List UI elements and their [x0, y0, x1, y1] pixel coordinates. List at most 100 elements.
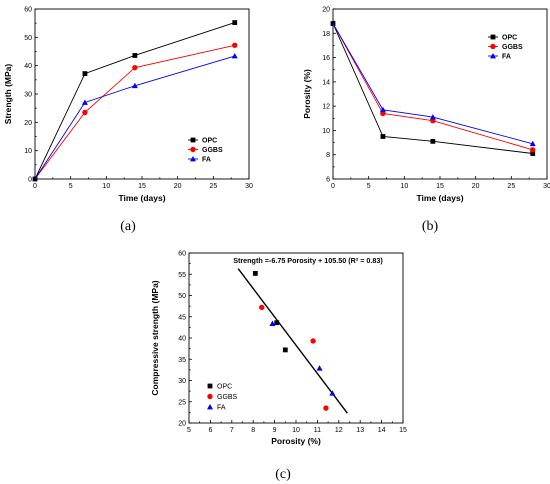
x-tick-label: 0	[33, 183, 37, 190]
series-line	[332, 23, 533, 154]
y-tick-label: 20	[322, 7, 330, 14]
x-tick-label: 10	[400, 183, 408, 190]
y-axis-label: Compressive strength (MPa)	[150, 280, 160, 395]
data-point	[252, 271, 258, 276]
data-point	[132, 53, 138, 58]
y-tick-label: 60	[24, 7, 32, 14]
data-point	[231, 53, 238, 59]
legend-marker	[207, 393, 213, 400]
series-line	[34, 22, 235, 180]
x-axis-label: Porosity (%)	[271, 436, 321, 446]
series-line	[34, 44, 235, 180]
y-tick-label: 55	[178, 272, 186, 279]
y-tick-label: 16	[322, 55, 330, 62]
y-tick-label: 50	[24, 35, 32, 42]
data-point	[82, 71, 88, 76]
y-tick-label: 35	[178, 357, 186, 364]
x-tick-label: 14	[378, 427, 386, 434]
legend-label: OPC	[217, 384, 232, 391]
data-point	[316, 365, 323, 371]
legend-label: GGBS	[202, 147, 223, 154]
x-tick-label: 30	[245, 183, 253, 190]
regression-equation: Strength =-6.75 Porosity + 105.50 (R² = …	[233, 256, 383, 265]
data-point	[232, 20, 238, 25]
legend-marker	[190, 137, 196, 143]
x-tick-label: 11	[314, 427, 321, 434]
x-tick-label: 12	[335, 427, 343, 434]
x-tick-label: 5	[367, 183, 371, 190]
x-tick-label: 7	[230, 427, 234, 434]
data-point	[81, 99, 88, 105]
x-tick-label: 15	[436, 183, 444, 190]
data-point	[282, 347, 288, 353]
y-tick-label: 6	[326, 177, 330, 184]
panel-label-b: (b)	[422, 219, 439, 234]
data-point	[232, 42, 238, 48]
data-point	[380, 134, 386, 139]
x-tick-label: 15	[138, 183, 146, 190]
y-tick-label: 40	[24, 63, 32, 70]
y-tick-label: 20	[24, 120, 32, 127]
x-tick-label: 25	[209, 183, 217, 190]
data-point	[379, 106, 386, 113]
regression-line	[237, 268, 348, 414]
data-point	[131, 82, 138, 89]
series-ggbs	[34, 42, 238, 180]
legend-label: OPC	[502, 35, 517, 42]
chart-b: 0 5 10 15 20 25 30 6 8 10 12 14 16 18 20 Time (days) Por…	[302, 7, 550, 204]
chart-a: 0 5 10 15 20 25 30 0 10 20 30 40 50 60 Time (days) Stre…	[3, 7, 253, 204]
y-tick-label: 18	[322, 31, 330, 38]
y-axis-label: Porosity (%)	[302, 69, 312, 119]
y-tick-label: 10	[24, 148, 32, 155]
series-fa	[34, 53, 238, 180]
y-tick-label: 10	[322, 128, 330, 135]
x-tick-label: 8	[251, 427, 255, 434]
y-tick-label: 14	[322, 79, 330, 86]
x-tick-label: 25	[507, 183, 515, 190]
x-tick-label: 20	[174, 183, 182, 190]
x-axis-label: Time (days)	[416, 193, 463, 203]
y-tick-label: 30	[24, 92, 32, 99]
data-point	[430, 138, 436, 144]
series-ggbs	[259, 304, 329, 411]
y-tick-label: 25	[178, 399, 186, 406]
x-tick-label: 10	[102, 183, 110, 190]
y-tick-label: 12	[322, 104, 330, 111]
y-tick-label: 45	[178, 314, 186, 321]
x-tick-label: 0	[331, 183, 335, 190]
x-tick-label: 13	[356, 427, 364, 434]
legend-label: FA	[217, 405, 226, 412]
y-tick-label: 0	[28, 177, 32, 184]
legend-marker	[207, 404, 213, 410]
data-point	[274, 320, 280, 326]
data-point	[323, 405, 329, 411]
data-point	[429, 114, 436, 120]
y-tick-label: 8	[326, 152, 330, 159]
panel-label-c: (c)	[275, 467, 291, 482]
legend-marker	[490, 53, 496, 59]
series-opc	[252, 271, 288, 353]
legend-label: FA	[202, 157, 211, 164]
y-tick-label: 30	[178, 378, 186, 385]
data-point	[82, 109, 88, 116]
panel-label-a: (a)	[120, 219, 136, 234]
x-tick-label: 9	[273, 427, 277, 434]
data-point	[529, 140, 536, 147]
series-line	[332, 23, 533, 145]
chart-c: 5 6 7 8 9 10 11 12 13 14 15 20 25 30 35 40 45 50 55 60 Poros…	[150, 251, 407, 447]
x-tick-label: 6	[208, 427, 212, 434]
data-point	[310, 338, 316, 344]
x-tick-label: 20	[472, 183, 480, 190]
y-tick-label: 60	[178, 251, 186, 258]
x-tick-label: 10	[292, 427, 300, 434]
legend-label: OPC	[202, 138, 217, 145]
legend-label: GGBS	[217, 394, 238, 401]
series-line	[34, 55, 235, 180]
data-point	[530, 151, 536, 156]
x-tick-label: 30	[543, 183, 550, 190]
y-tick-label: 50	[178, 293, 186, 300]
x-tick-label: 5	[187, 427, 191, 434]
legend-marker	[490, 34, 496, 40]
data-point	[329, 390, 336, 396]
